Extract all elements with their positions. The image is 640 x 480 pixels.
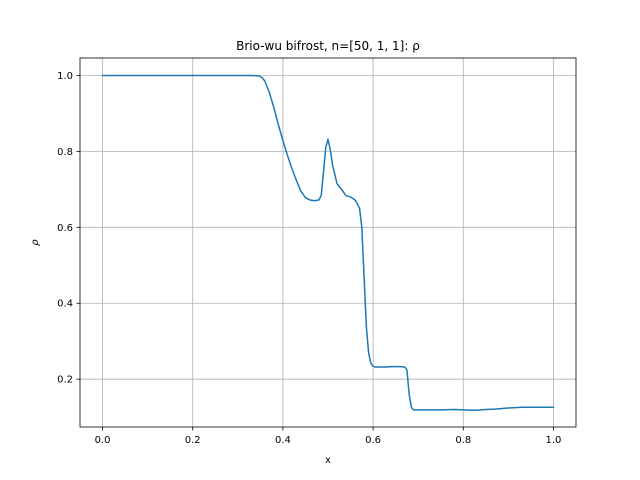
x-tick-label: 0.6 <box>365 435 381 446</box>
x-tick-label: 0.8 <box>455 435 471 446</box>
y-tick-label: 1.0 <box>57 71 73 82</box>
x-tick-label: 0.0 <box>95 435 111 446</box>
y-tick-label: 0.8 <box>57 147 73 158</box>
x-tick-label: 0.2 <box>185 435 201 446</box>
chart-title: Brio-wu bifrost, n=[50, 1, 1]: ρ <box>236 39 420 53</box>
x-tick-label: 1.0 <box>546 435 562 446</box>
y-axis-label: ρ <box>30 239 41 246</box>
x-tick-label: 0.4 <box>275 435 291 446</box>
x-axis-label: x <box>325 455 331 466</box>
y-tick-label: 0.4 <box>57 299 73 310</box>
x-axis-ticks: 0.0 0.2 0.4 0.6 0.8 1.0 <box>95 427 562 446</box>
y-axis-ticks: 0.2 0.4 0.6 0.8 1.0 <box>57 71 80 386</box>
axes-frame <box>79 57 577 428</box>
grid-lines <box>80 58 576 427</box>
series-line <box>101 74 555 412</box>
y-tick-label: 0.2 <box>57 375 73 386</box>
series-layer <box>101 74 555 412</box>
y-tick-label: 0.6 <box>57 223 73 234</box>
